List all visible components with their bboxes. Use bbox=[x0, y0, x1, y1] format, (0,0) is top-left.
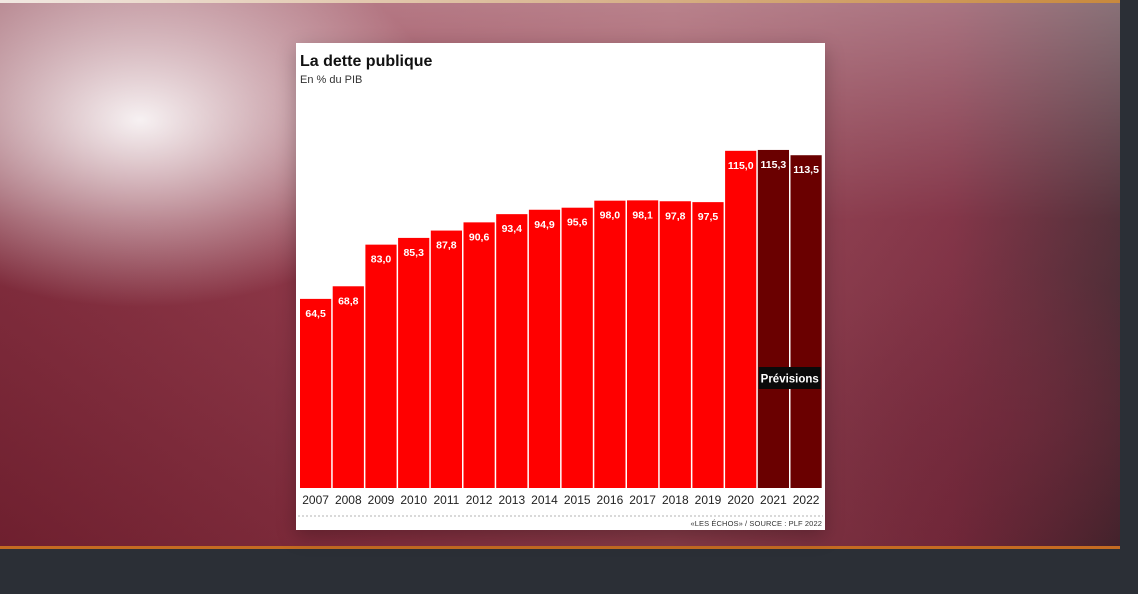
bar-2012 bbox=[463, 222, 495, 489]
value-label-2015: 95,6 bbox=[567, 217, 588, 229]
tick-label-2017: 2017 bbox=[629, 493, 656, 507]
value-label-2010: 85,3 bbox=[403, 247, 424, 259]
bottom-bar bbox=[0, 549, 1138, 594]
bar-chart: 64,5 2007 68,8 2008 83,0 2009 85,3 2010 87,8 2011… bbox=[298, 149, 823, 517]
tick-label-2007: 2007 bbox=[302, 493, 329, 507]
chart-subtitle: En % du PIB bbox=[300, 74, 363, 86]
bar-2021 bbox=[757, 149, 789, 488]
value-label-2013: 93,4 bbox=[502, 223, 523, 235]
tick-label-2012: 2012 bbox=[466, 493, 493, 507]
bar-2020 bbox=[725, 150, 757, 488]
tick-label-2010: 2010 bbox=[400, 493, 427, 507]
forecast-label: Prévisions bbox=[761, 374, 819, 386]
bar-2022 bbox=[790, 155, 822, 488]
value-label-2018: 97,8 bbox=[665, 210, 686, 222]
value-label-2012: 90,6 bbox=[469, 231, 490, 243]
tick-label-2021: 2021 bbox=[760, 493, 787, 507]
chart-title: La dette publique bbox=[300, 53, 433, 70]
bar-2007 bbox=[300, 298, 332, 488]
tick-label-2014: 2014 bbox=[531, 493, 558, 507]
right-frame-strip bbox=[1120, 0, 1138, 594]
tick-label-2011: 2011 bbox=[433, 493, 459, 507]
bar-2017 bbox=[627, 200, 659, 489]
bottom-accent-rule bbox=[0, 546, 1120, 549]
bar-2009 bbox=[365, 244, 397, 488]
value-label-2019: 97,5 bbox=[698, 211, 719, 223]
bar-2013 bbox=[496, 214, 528, 489]
source-credit: «LES ÉCHOS» / SOURCE : PLF 2022 bbox=[690, 519, 822, 528]
tick-label-2016: 2016 bbox=[597, 493, 624, 507]
value-label-2021: 115,3 bbox=[761, 159, 787, 171]
bar-2019 bbox=[692, 202, 724, 488]
tick-label-2013: 2013 bbox=[498, 493, 525, 507]
value-label-2022: 113,5 bbox=[793, 164, 819, 176]
bar-2008 bbox=[332, 286, 364, 488]
bar-2016 bbox=[594, 200, 626, 488]
tick-label-2008: 2008 bbox=[335, 493, 362, 507]
chart-card: La dette publique En % du PIB 64,5 2007 68… bbox=[296, 43, 825, 530]
bar-2010 bbox=[398, 237, 430, 488]
tick-label-2018: 2018 bbox=[662, 493, 689, 507]
top-accent-rule bbox=[0, 0, 1120, 3]
bar-2011 bbox=[430, 230, 462, 488]
value-label-2016: 98,0 bbox=[600, 210, 621, 222]
value-label-2007: 64,5 bbox=[305, 308, 326, 320]
tick-label-2022: 2022 bbox=[793, 493, 820, 507]
value-label-2011: 87,8 bbox=[436, 240, 457, 252]
bar-2015 bbox=[561, 207, 593, 488]
bar-2014 bbox=[528, 209, 561, 488]
bar-2018 bbox=[659, 201, 691, 488]
forecast-badge bbox=[758, 367, 821, 389]
value-label-2008: 68,8 bbox=[338, 295, 359, 307]
tick-label-2019: 2019 bbox=[695, 493, 722, 507]
value-label-2020: 115,0 bbox=[728, 160, 754, 172]
tick-label-2020: 2020 bbox=[727, 493, 754, 507]
value-label-2017: 98,1 bbox=[632, 209, 653, 221]
value-label-2014: 94,9 bbox=[534, 219, 555, 231]
tick-label-2015: 2015 bbox=[564, 493, 591, 507]
value-label-2009: 83,0 bbox=[371, 254, 392, 266]
tick-label-2009: 2009 bbox=[368, 493, 395, 507]
